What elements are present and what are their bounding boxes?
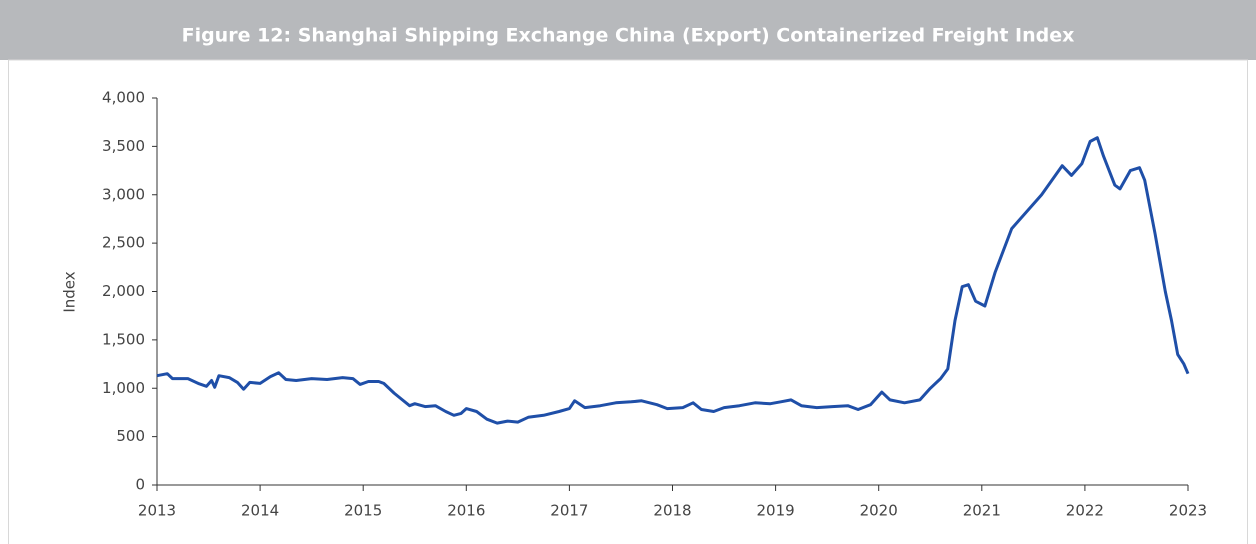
x-tick-label: 2020 bbox=[860, 502, 898, 520]
x-tick-label: 2016 bbox=[447, 502, 485, 520]
y-tick-label: 2,000 bbox=[102, 282, 145, 300]
y-tick-label: 1,000 bbox=[102, 379, 145, 397]
x-tick-label: 2013 bbox=[138, 502, 176, 520]
x-tick-label: 2014 bbox=[241, 502, 279, 520]
y-tick-label: 4,000 bbox=[102, 89, 145, 107]
line-series bbox=[156, 136, 1190, 425]
y-tick-label: 500 bbox=[116, 427, 145, 445]
panel-border bbox=[8, 59, 1248, 544]
y-tick-label: 3,500 bbox=[102, 137, 145, 155]
y-tick-label: 2,500 bbox=[102, 234, 145, 252]
x-tick-label: 2018 bbox=[653, 502, 691, 520]
y-tick-label: 0 bbox=[135, 476, 145, 494]
x-tick-label: 2019 bbox=[757, 502, 795, 520]
title-bar bbox=[0, 0, 1256, 60]
y-tick-label: 1,500 bbox=[102, 330, 145, 348]
y-axis-label: Index bbox=[61, 271, 79, 312]
y-tick-label: 3,000 bbox=[102, 185, 145, 203]
x-tick-label: 2015 bbox=[344, 502, 382, 520]
x-tick-label: 2017 bbox=[550, 502, 588, 520]
x-tick-label: 2023 bbox=[1169, 502, 1207, 520]
x-tick-label: 2021 bbox=[963, 502, 1001, 520]
x-tick-label: 2022 bbox=[1066, 502, 1104, 520]
chart-title: Figure 12: Shanghai Shipping Exchange Ch… bbox=[182, 25, 1075, 47]
